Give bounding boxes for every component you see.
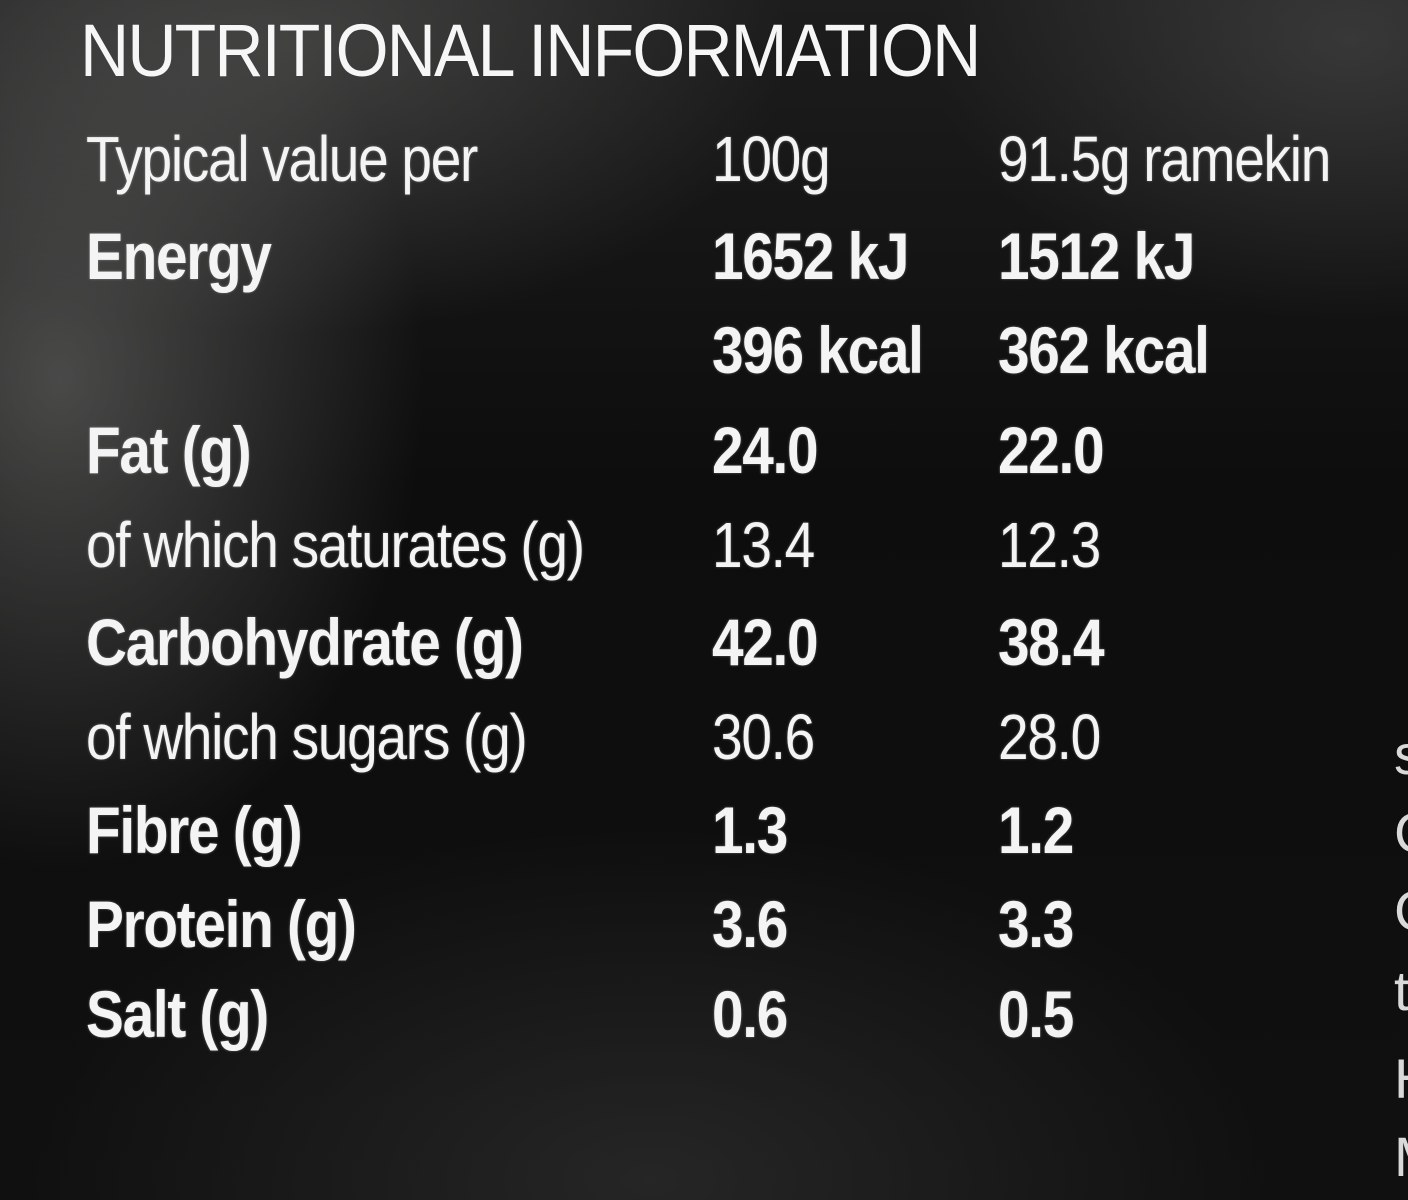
row-value-100g: 30.6 [712,701,815,773]
row-label: Energy [86,219,272,293]
header-col-100g: 100g [712,123,831,195]
row-label: Protein (g) [86,887,357,961]
row-label: of which sugars (g) [86,701,528,773]
edge-text-char: H [1394,1046,1408,1111]
row-value-100g: 3.6 [712,887,788,961]
table-row-sugars: of which sugars (g) 30.6 28.0 [0,700,1408,792]
row-value-serving: 38.4 [998,605,1105,679]
row-value-serving: 1512 kJ [998,219,1195,293]
header-label: Typical value per [86,123,478,195]
row-value-100g: 0.6 [712,977,788,1051]
table-header-row: Typical value per 100g 91.5g ramekin [0,122,1408,214]
table-row-salt: Salt (g) 0.6 0.5 [0,976,1408,1068]
edge-text-char: M [1394,1124,1408,1189]
table-row-fat: Fat (g) 24.0 22.0 [0,412,1408,504]
row-label: Salt (g) [86,977,269,1051]
edge-text-char: C [1394,878,1408,943]
edge-text-char: t [1394,959,1408,1022]
row-value-serving: 12.3 [998,509,1101,581]
label-title: NUTRITIONAL INFORMATION [80,9,981,92]
edge-text-char: C [1394,800,1408,865]
table-row-protein: Protein (g) 3.6 3.3 [0,886,1408,978]
edge-text-char: s [1394,723,1408,786]
row-value-serving: 1.2 [998,793,1074,867]
table-row-carbohydrate: Carbohydrate (g) 42.0 38.4 [0,604,1408,696]
row-label: Fibre (g) [86,793,303,867]
table-row-energy-kcal: 396 kcal 362 kcal [0,312,1408,404]
table-row-saturates: of which saturates (g) 13.4 12.3 [0,508,1408,600]
row-value-serving: 3.3 [998,887,1074,961]
row-value-serving: 28.0 [998,701,1101,773]
row-label: Fat (g) [86,413,252,487]
table-row-energy-kj: Energy 1652 kJ 1512 kJ [0,218,1408,310]
row-value-100g: 396 kcal [712,313,924,387]
table-row-fibre: Fibre (g) 1.3 1.2 [0,792,1408,884]
row-value-serving: 362 kcal [998,313,1210,387]
header-col-serving: 91.5g ramekin [998,123,1331,195]
row-value-100g: 1652 kJ [712,219,909,293]
row-value-100g: 24.0 [712,413,819,487]
row-value-serving: 0.5 [998,977,1074,1051]
row-label: Carbohydrate (g) [86,605,524,679]
row-value-100g: 42.0 [712,605,819,679]
row-label: of which saturates (g) [86,509,585,581]
row-value-100g: 13.4 [712,509,815,581]
row-value-100g: 1.3 [712,793,788,867]
row-value-serving: 22.0 [998,413,1105,487]
